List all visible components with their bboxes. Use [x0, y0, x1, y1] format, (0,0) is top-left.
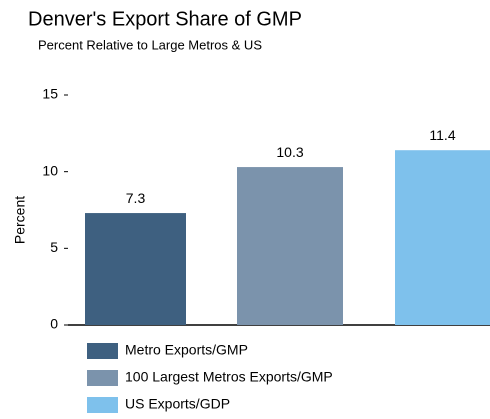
legend-swatch [87, 370, 118, 386]
chart-title: Denver's Export Share of GMP [28, 8, 302, 30]
y-axis-label: Percent [12, 196, 28, 244]
bar [85, 213, 186, 325]
bar [395, 150, 490, 325]
data-label: 11.4 [429, 127, 455, 143]
legend-label: Metro Exports/GMP [125, 342, 248, 358]
y-tick-label: 0 [50, 316, 58, 332]
data-label: 7.3 [126, 190, 146, 206]
chart-subtitle: Percent Relative to Large Metros & US [38, 37, 262, 52]
legend-swatch [87, 343, 118, 359]
y-tick-label: 5 [50, 239, 58, 255]
legend-label: 100 Largest Metros Exports/GMP [125, 369, 333, 385]
legend-label: US Exports/GDP [125, 396, 230, 412]
y-tick-label: 10 [42, 162, 58, 178]
legend-swatch [87, 397, 118, 413]
bar [237, 167, 343, 325]
data-label: 10.3 [276, 144, 303, 160]
y-tick-label: 15 [42, 86, 58, 102]
